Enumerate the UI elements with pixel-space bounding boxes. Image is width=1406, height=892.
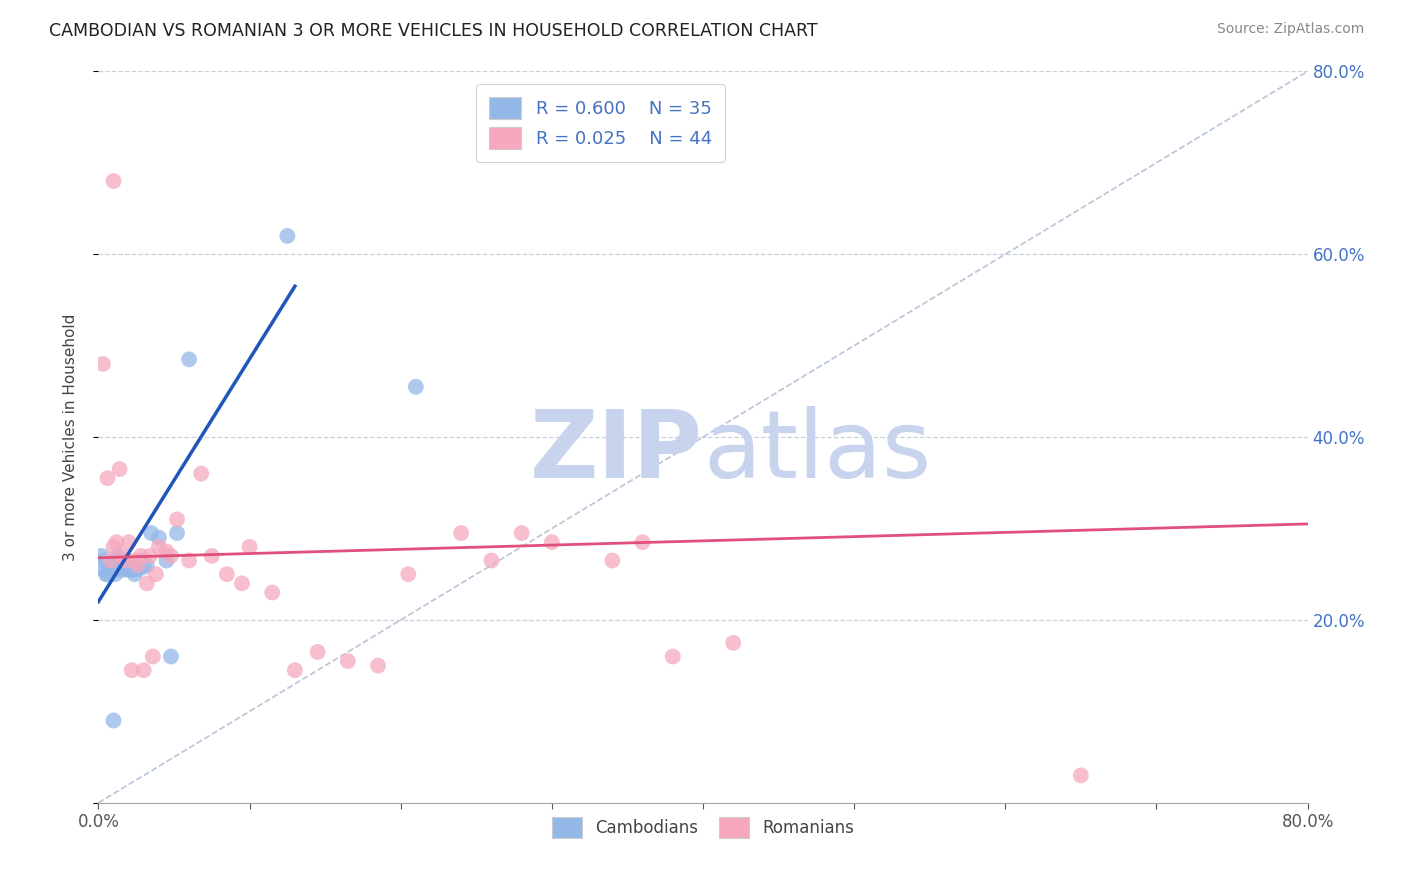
Point [91,553,114,567]
Point [101,563,124,577]
Point [262,585,284,599]
Point [160,649,183,664]
Point [141,526,163,541]
Legend: Cambodians, Romanians: Cambodians, Romanians [540,805,866,849]
Point [127,558,149,573]
Point [148,540,170,554]
Y-axis label: 3 or more Vehicles in Household: 3 or more Vehicles in Household [63,313,77,561]
Point [129,553,152,567]
Point [481,553,503,567]
Point [110,553,132,567]
Point [155,544,177,558]
Point [114,553,136,567]
Point [179,553,201,567]
Point [100,553,122,567]
Point [105,553,128,567]
Point [129,549,152,563]
Point [135,558,157,573]
Text: atlas: atlas [703,406,931,498]
Point [96,471,118,485]
Point [120,563,142,577]
Point [121,663,143,677]
Point [105,535,128,549]
Point [160,549,183,563]
Point [104,567,127,582]
Point [405,380,427,394]
Point [155,553,177,567]
Point [148,531,170,545]
Point [111,549,134,563]
Point [132,663,155,677]
Point [91,357,114,371]
Point [121,563,143,577]
Point [98,563,121,577]
Point [1070,768,1092,782]
Point [115,563,138,577]
Point [93,563,115,577]
Point [723,636,745,650]
Text: CAMBODIAN VS ROMANIAN 3 OR MORE VEHICLES IN HOUSEHOLD CORRELATION CHART: CAMBODIAN VS ROMANIAN 3 OR MORE VEHICLES… [49,22,818,40]
Point [118,535,141,549]
Point [124,567,146,582]
Point [166,512,188,526]
Point [166,526,188,541]
Point [107,549,129,563]
Point [103,540,125,554]
Text: Source: ZipAtlas.com: Source: ZipAtlas.com [1216,22,1364,37]
Point [127,563,149,577]
Point [145,567,167,582]
Point [631,535,654,549]
Point [103,558,125,573]
Point [215,567,238,582]
Point [336,654,359,668]
Point [124,553,146,567]
Point [450,526,472,541]
Point [239,540,262,554]
Point [103,174,125,188]
Point [111,563,134,577]
Point [396,567,419,582]
Point [103,714,125,728]
Point [139,549,162,563]
Point [112,560,135,574]
Point [142,649,165,664]
Point [510,526,533,541]
Point [367,658,389,673]
Point [190,467,212,481]
Point [179,352,201,367]
Point [132,560,155,574]
Point [94,567,117,582]
Point [540,535,562,549]
Point [108,563,131,577]
Point [276,229,298,244]
Point [602,553,624,567]
Point [96,567,118,582]
Point [231,576,253,591]
Point [90,549,112,563]
Point [661,649,683,664]
Point [135,576,157,591]
Point [114,558,136,573]
Point [108,462,131,476]
Point [118,558,141,573]
Point [100,558,122,573]
Point [284,663,307,677]
Point [307,645,329,659]
Text: ZIP: ZIP [530,406,703,498]
Point [201,549,224,563]
